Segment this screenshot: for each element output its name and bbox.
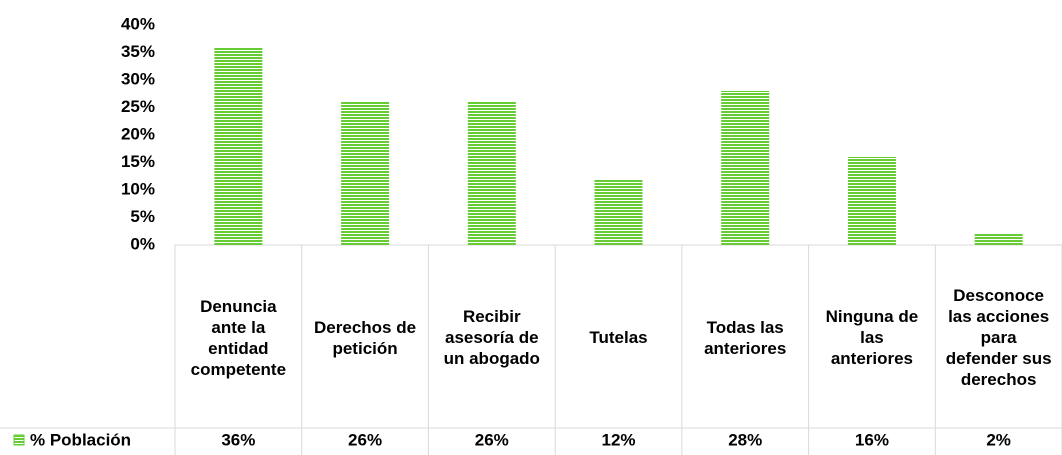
bar — [847, 157, 896, 245]
category-label: Recibir asesoría de un abogado — [443, 307, 540, 368]
value-label: 16% — [855, 430, 889, 449]
y-tick-label: 10% — [121, 179, 155, 198]
category-label: Ninguna de las anteriores — [825, 307, 919, 368]
value-label: 28% — [728, 430, 762, 449]
bar — [594, 179, 643, 245]
category-label: Denuncia ante la entidad competente — [190, 296, 287, 379]
value-label: 2% — [986, 430, 1011, 449]
y-tick-label: 25% — [121, 97, 155, 116]
bar — [214, 47, 263, 245]
bar — [721, 91, 770, 245]
value-label: 26% — [475, 430, 509, 449]
value-label: 12% — [601, 430, 635, 449]
y-tick-label: 30% — [121, 69, 155, 88]
y-tick-label: 5% — [130, 207, 155, 226]
category-label: Todas las anteriores — [704, 317, 787, 358]
y-tick-label: 20% — [121, 124, 155, 143]
y-tick-label: 0% — [130, 234, 155, 253]
y-tick-label: 40% — [121, 14, 155, 33]
y-tick-label: 15% — [121, 152, 155, 171]
category-label: Desconoce las acciones para defender sus… — [945, 286, 1052, 389]
legend-label: % Población — [30, 430, 131, 449]
bar — [974, 234, 1023, 245]
y-tick-label: 35% — [121, 42, 155, 61]
legend-swatch — [13, 434, 25, 446]
value-label: 36% — [221, 430, 255, 449]
value-label: 26% — [348, 430, 382, 449]
category-label: Derechos de petición — [314, 317, 417, 358]
bar — [341, 102, 390, 245]
bar — [467, 102, 516, 245]
category-label: Tutelas — [589, 328, 648, 347]
